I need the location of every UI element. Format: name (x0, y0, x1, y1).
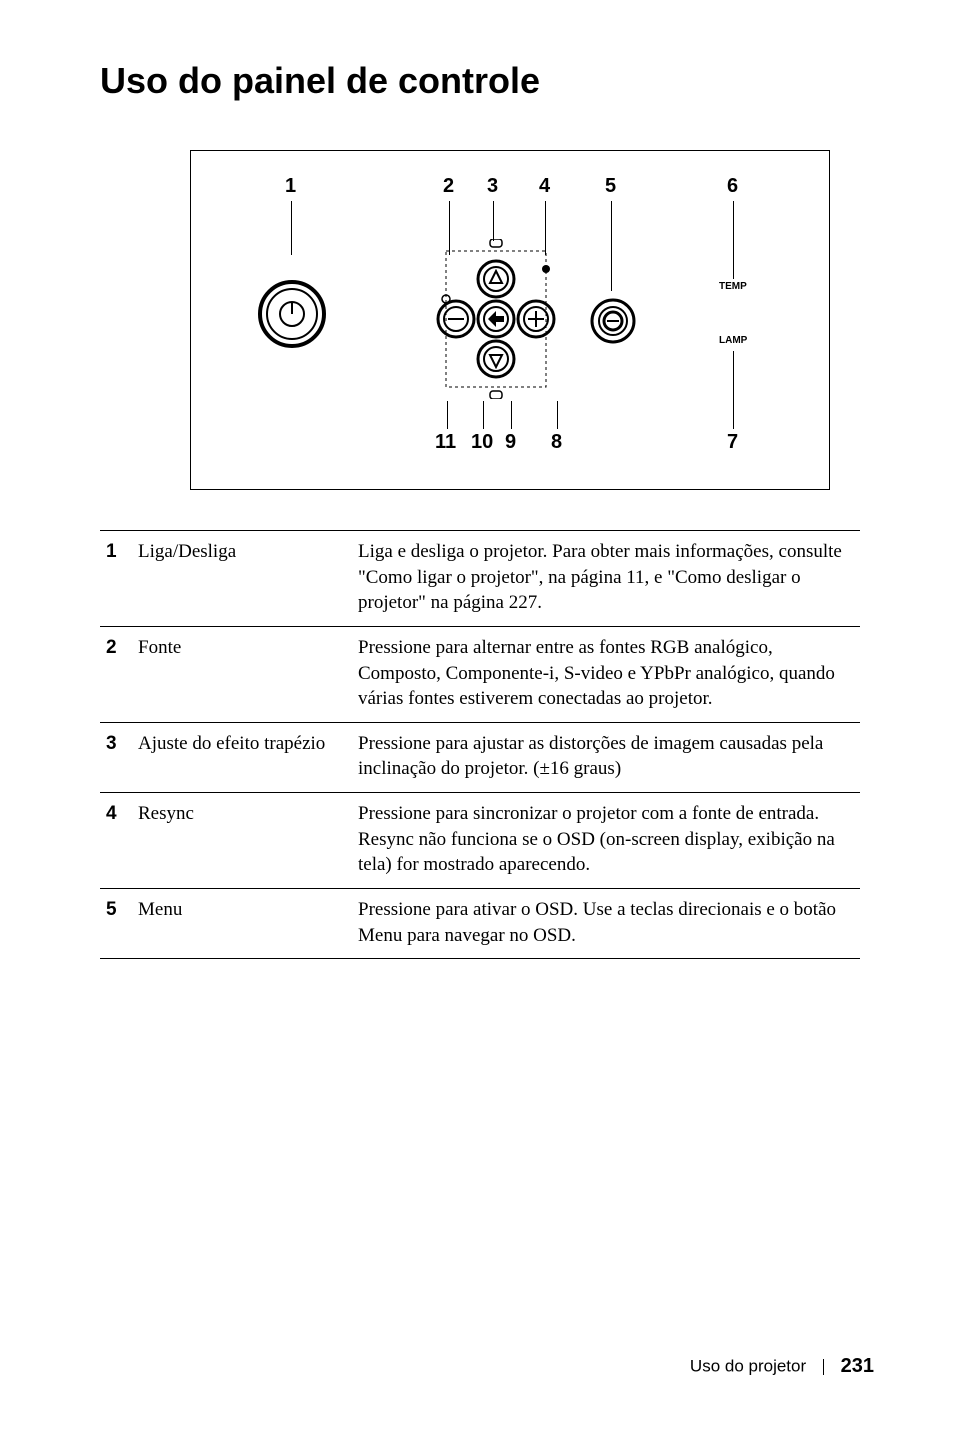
table-row: 2 Fonte Pressione para alternar entre as… (100, 626, 860, 722)
callout-9-line (511, 401, 512, 429)
row-index: 4 (100, 793, 132, 889)
callout-7: 7 (727, 431, 738, 454)
row-index: 5 (100, 889, 132, 959)
row-desc: Pressione para ajustar as distorções de … (352, 722, 860, 792)
lamp-label: LAMP (719, 335, 747, 346)
callout-5-line (611, 201, 612, 291)
row-desc: Liga e desliga o projetor. Para obter ma… (352, 531, 860, 627)
row-index: 2 (100, 626, 132, 722)
row-desc: Pressione para ativar o OSD. Use a tecla… (352, 889, 860, 959)
page-title: Uso do painel de controle (100, 60, 874, 102)
row-index: 3 (100, 722, 132, 792)
row-desc: Pressione para sincronizar o projetor co… (352, 793, 860, 889)
table-row: 1 Liga/Desliga Liga e desliga o projetor… (100, 531, 860, 627)
callout-10: 10 (471, 431, 493, 454)
callout-3-line (493, 201, 494, 241)
callout-1: 1 (285, 175, 296, 198)
callout-7-line (733, 351, 734, 429)
table-row: 3 Ajuste do efeito trapézio Pressione pa… (100, 722, 860, 792)
power-button-icon (257, 279, 327, 349)
callout-11: 11 (435, 431, 456, 454)
row-term: Liga/Desliga (132, 531, 352, 627)
control-panel-diagram: 1 2 3 4 5 6 (190, 150, 830, 490)
dpad-cluster-icon (416, 239, 576, 399)
menu-button-icon (589, 297, 637, 345)
callout-5: 5 (605, 175, 616, 198)
callout-6: 6 (727, 175, 738, 198)
callout-8-line (557, 401, 558, 429)
table-row: 5 Menu Pressione para ativar o OSD. Use … (100, 889, 860, 959)
callout-4: 4 (539, 175, 550, 198)
row-desc: Pressione para alternar entre as fontes … (352, 626, 860, 722)
legend-table: 1 Liga/Desliga Liga e desliga o projetor… (100, 530, 860, 959)
footer-page-number: 231 (841, 1355, 874, 1377)
table-row: 4 Resync Pressione para sincronizar o pr… (100, 793, 860, 889)
callout-6-line (733, 201, 734, 279)
row-term: Menu (132, 889, 352, 959)
footer-separator (823, 1359, 824, 1375)
row-term: Ajuste do efeito trapézio (132, 722, 352, 792)
callout-11-line (447, 401, 448, 429)
row-index: 1 (100, 531, 132, 627)
row-term: Resync (132, 793, 352, 889)
page-footer: Uso do projetor 231 (690, 1355, 874, 1378)
row-term: Fonte (132, 626, 352, 722)
callout-3: 3 (487, 175, 498, 198)
callout-2: 2 (443, 175, 454, 198)
temp-label: TEMP (719, 281, 747, 292)
callout-8: 8 (551, 431, 562, 454)
callout-10-line (483, 401, 484, 429)
callout-9: 9 (505, 431, 516, 454)
footer-section: Uso do projetor (690, 1357, 806, 1376)
callout-1-line (291, 201, 292, 255)
